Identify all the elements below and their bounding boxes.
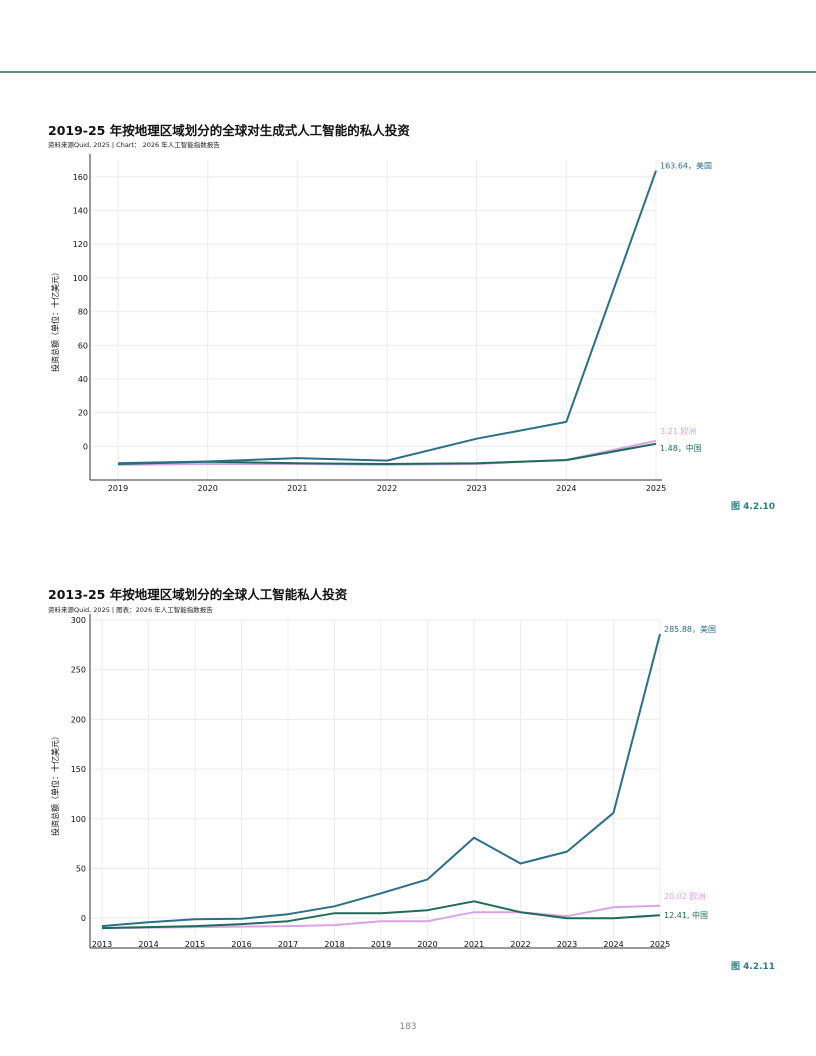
y-tick-label: 120	[73, 240, 88, 249]
x-tick-label: 2018	[324, 940, 344, 949]
series-line-美国	[101, 633, 661, 928]
x-tick-label: 2020	[197, 484, 217, 493]
series-line-美国	[117, 170, 657, 465]
y-tick-label: 150	[71, 765, 86, 774]
end-label: 1.48，中国	[660, 443, 702, 453]
y-tick-label: 250	[71, 666, 86, 675]
y-tick-label: 100	[71, 815, 86, 824]
x-tick-label: 2021	[464, 940, 484, 949]
figure-label: 图 4.2.10	[731, 502, 776, 512]
end-label: 12.41, 中国	[664, 910, 708, 920]
end-label: 285.88，美国	[664, 624, 716, 634]
x-tick-label: 2025	[646, 484, 666, 493]
page-number: 183	[399, 1022, 417, 1032]
x-tick-label: 2016	[231, 940, 251, 949]
y-tick-label: 0	[83, 442, 88, 451]
series-line-中国	[101, 900, 661, 930]
y-tick-label: 200	[71, 715, 86, 724]
chart-title: 2013-25 年按地理区域划分的全球人工智能私人投资	[48, 587, 348, 602]
y-tick-label: 50	[76, 864, 86, 873]
x-tick-label: 2025	[650, 940, 670, 949]
x-tick-label: 2014	[138, 940, 158, 949]
y-tick-label: 100	[73, 274, 88, 283]
x-tick-label: 2021	[287, 484, 307, 493]
x-tick-label: 2017	[278, 940, 298, 949]
x-tick-label: 2022	[377, 484, 397, 493]
line-chart: 0 50 100 150 200 250 300 2013 2014 2015 2016 2017 20…	[50, 614, 716, 949]
x-tick-label: 2022	[510, 940, 530, 949]
x-tick-label: 2024	[556, 484, 576, 493]
y-tick-label: 80	[78, 308, 88, 317]
x-tick-label: 2020	[417, 940, 437, 949]
x-tick-label: 2024	[603, 940, 623, 949]
y-tick-label: 20	[78, 409, 88, 418]
y-tick-label: 60	[78, 341, 88, 350]
top-rule	[0, 71, 816, 73]
y-tick-label: 40	[78, 375, 88, 384]
chart-source: 资料来源Quid, 2025 | 图表：2026 年人工智能指数报告	[48, 606, 213, 614]
x-tick-label: 2015	[185, 940, 205, 949]
y-tick-label: 0	[81, 914, 86, 923]
x-tick-label: 2019	[371, 940, 391, 949]
chart-source: 资料来源Quid, 2025 | Chart： 2026 年人工智能指数报告	[48, 141, 220, 149]
end-label: 163.64，美国	[660, 161, 712, 171]
x-tick-label: 2019	[108, 484, 128, 493]
x-tick-label: 2023	[557, 940, 577, 949]
y-axis-label: 投资总额（单位：十亿美元）	[50, 268, 60, 372]
y-tick-label: 300	[71, 616, 86, 625]
y-tick-label: 140	[73, 207, 88, 216]
y-axis-label: 投资总额（单位：十亿美元）	[50, 732, 60, 836]
x-tick-label: 2013	[92, 940, 112, 949]
line-chart: 0 20 40 60 80 100 120 140 160 2019 2020 2021 2022 202…	[50, 154, 712, 493]
figure-label: 图 4.2.11	[731, 962, 776, 972]
x-tick-label: 2023	[466, 484, 486, 493]
y-tick-label: 160	[73, 173, 88, 182]
end-label: 3.21 欧洲	[660, 426, 696, 436]
end-label: 20.02 欧洲	[664, 891, 705, 901]
chart-title: 2019-25 年按地理区域划分的全球对生成式人工智能的私人投资	[48, 123, 410, 138]
